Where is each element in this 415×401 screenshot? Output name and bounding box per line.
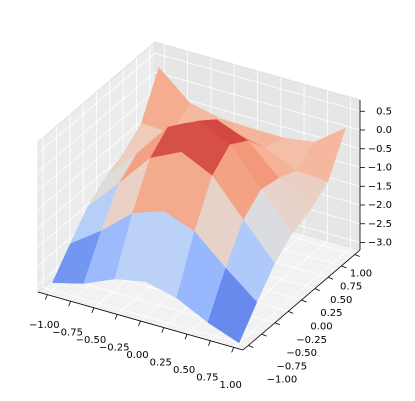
y-tick-label: 0.75 [340, 282, 362, 293]
x-tick [68, 301, 71, 307]
x-tick [208, 340, 211, 346]
grid-line [37, 109, 156, 210]
x-tick-label: 0.50 [173, 365, 195, 376]
x-tick-label: 1.00 [220, 380, 242, 391]
z-tick-label: −3.0 [368, 238, 392, 249]
surface-patch [207, 267, 258, 344]
x-tick [138, 320, 141, 327]
x-tick-label: −0.50 [76, 335, 107, 346]
x-tick [184, 334, 188, 340]
x-axis-line [37, 291, 244, 351]
y-tick-label: −0.25 [296, 335, 327, 346]
y-tick [327, 276, 334, 280]
grid-line [154, 52, 361, 112]
y-tick-label: 0.25 [320, 308, 342, 319]
x-tick-label: 0.25 [150, 358, 172, 369]
z-tick-label: −2.0 [368, 200, 392, 211]
y-tick [354, 254, 360, 257]
y-tick-label: −0.50 [286, 348, 317, 359]
x-tick-label: 0.00 [126, 350, 148, 361]
y-tick-label: 1.00 [350, 268, 372, 279]
y-tick [261, 333, 267, 337]
z-tick-label: −1.5 [368, 181, 392, 192]
x-tick [91, 307, 95, 313]
y-tick [341, 265, 347, 269]
x-tick [114, 314, 118, 320]
x-tick-label: −0.75 [52, 328, 83, 339]
z-tick-label: −1.0 [368, 163, 392, 174]
grid-line [37, 71, 156, 173]
y-tick-label: 0.50 [330, 295, 352, 306]
x-tick-label: −1.00 [29, 320, 60, 331]
grid-line [154, 71, 361, 131]
x-tick [161, 327, 165, 333]
grid-line [37, 52, 156, 154]
z-tick-label: 0.5 [376, 106, 392, 117]
z-tick-label: −0.5 [368, 144, 392, 155]
y-tick [274, 322, 281, 326]
grid-line [43, 287, 249, 346]
z-tick-label: 0.0 [376, 125, 392, 136]
x-tick-label: −0.25 [99, 343, 130, 354]
y-tick-label: −1.00 [267, 375, 298, 386]
y-tick [248, 345, 254, 348]
y-tick [301, 299, 307, 303]
z-tick-label: −2.5 [368, 219, 392, 230]
y-tick-label: 0.00 [310, 322, 332, 333]
x-tick-label: 0.75 [196, 373, 218, 384]
x-tick [44, 294, 48, 300]
x-tick [231, 347, 235, 353]
y-tick-label: −0.75 [277, 361, 308, 372]
y-tick [288, 310, 294, 314]
y-tick [314, 288, 320, 292]
y-axis-line [242, 249, 361, 351]
grid-line [37, 90, 156, 192]
